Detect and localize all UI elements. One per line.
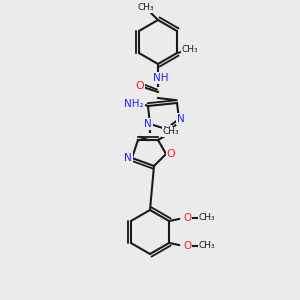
Text: N: N xyxy=(177,114,185,124)
Text: CH₃: CH₃ xyxy=(138,4,154,13)
Text: N: N xyxy=(124,153,132,163)
Text: N: N xyxy=(144,119,152,129)
Text: O: O xyxy=(183,213,191,223)
Text: O: O xyxy=(183,241,191,251)
Text: NH: NH xyxy=(153,73,169,83)
Text: CH₃: CH₃ xyxy=(163,128,179,136)
Text: N: N xyxy=(163,126,171,136)
Text: O: O xyxy=(136,81,144,91)
Text: CH₃: CH₃ xyxy=(182,46,198,55)
Text: O: O xyxy=(167,149,176,159)
Text: NH₂: NH₂ xyxy=(124,99,144,109)
Text: CH₃: CH₃ xyxy=(199,214,215,223)
Text: CH₃: CH₃ xyxy=(199,242,215,250)
